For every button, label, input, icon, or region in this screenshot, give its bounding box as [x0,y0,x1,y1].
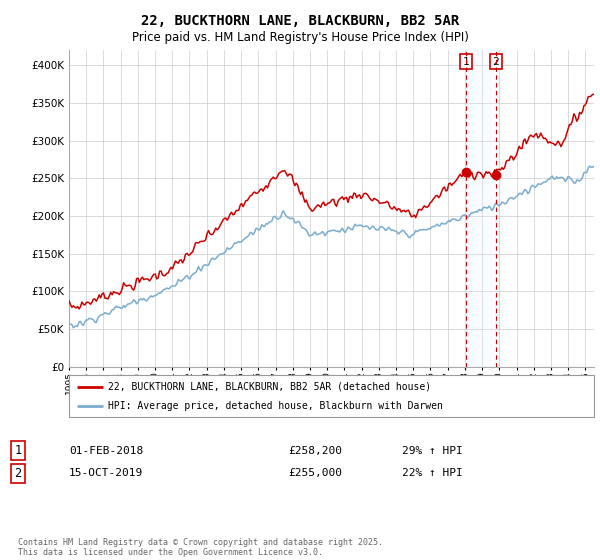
Text: 22% ↑ HPI: 22% ↑ HPI [402,468,463,478]
FancyBboxPatch shape [69,375,594,417]
Text: 22, BUCKTHORN LANE, BLACKBURN, BB2 5AR: 22, BUCKTHORN LANE, BLACKBURN, BB2 5AR [141,14,459,28]
Text: 1: 1 [463,57,470,67]
Text: 22, BUCKTHORN LANE, BLACKBURN, BB2 5AR (detached house): 22, BUCKTHORN LANE, BLACKBURN, BB2 5AR (… [109,381,431,391]
Text: HPI: Average price, detached house, Blackburn with Darwen: HPI: Average price, detached house, Blac… [109,401,443,411]
Text: Contains HM Land Registry data © Crown copyright and database right 2025.
This d: Contains HM Land Registry data © Crown c… [18,538,383,557]
Text: 29% ↑ HPI: 29% ↑ HPI [402,446,463,456]
Text: 1: 1 [14,444,22,458]
Text: £255,000: £255,000 [288,468,342,478]
Text: 2: 2 [14,466,22,480]
Text: 15-OCT-2019: 15-OCT-2019 [69,468,143,478]
Text: 2: 2 [493,57,499,67]
Text: 01-FEB-2018: 01-FEB-2018 [69,446,143,456]
Text: £258,200: £258,200 [288,446,342,456]
Text: Price paid vs. HM Land Registry's House Price Index (HPI): Price paid vs. HM Land Registry's House … [131,31,469,44]
Bar [466,50,496,367]
